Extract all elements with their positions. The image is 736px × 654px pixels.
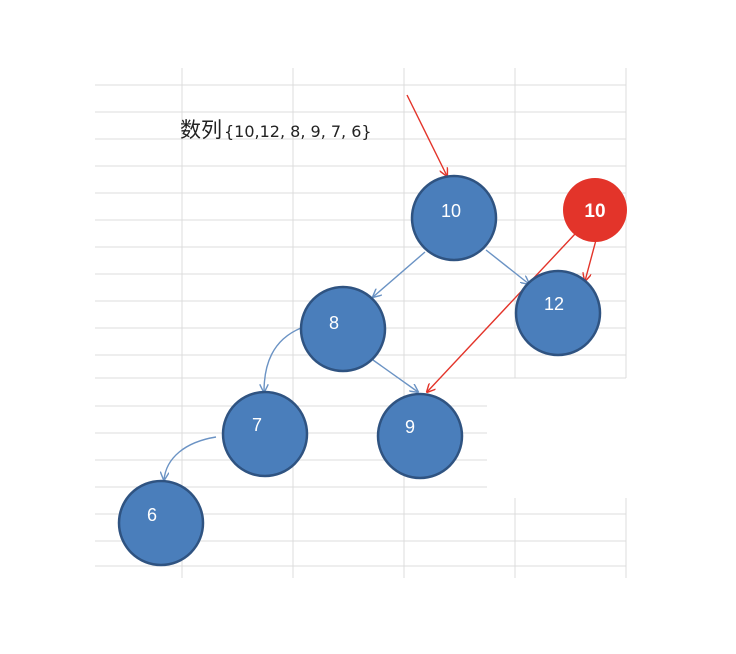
tree-node-7: 7	[221, 390, 309, 478]
sequence-values: {10,12, 8, 9, 7, 6}	[224, 122, 372, 141]
tree-node-9: 9	[376, 392, 464, 480]
edge-8-to-9	[372, 359, 418, 392]
node-label-9: 9	[405, 417, 415, 437]
tree-node-12: 12	[514, 269, 602, 357]
insert-node-label: 10	[584, 201, 605, 222]
sequence-word: 数列	[180, 118, 222, 142]
node-label-6: 6	[147, 505, 157, 525]
edge-10-to-12	[485, 249, 529, 284]
tree-node-10: 10	[410, 174, 498, 262]
node-label-10: 10	[441, 201, 461, 221]
insert-arrows	[406, 94, 597, 392]
tree-edges	[164, 249, 529, 480]
edge-10-to-8	[373, 251, 426, 297]
sequence-title: 数列 {10,12, 8, 9, 7, 6}	[180, 117, 372, 145]
node-label-7: 7	[252, 415, 262, 435]
edge-7-to-6	[164, 436, 217, 480]
node-label-8: 8	[329, 313, 339, 333]
insert-node: 10	[563, 178, 627, 242]
insert-arrow-to-root	[406, 94, 447, 176]
tree-node-8: 8	[299, 285, 387, 373]
tree-nodes: 10 12 8 9 7 6	[117, 174, 602, 567]
insert-arrow-to-12	[585, 239, 597, 281]
edge-8-to-7	[264, 327, 302, 392]
insert-arrow-to-9	[427, 233, 576, 392]
node-label-12: 12	[544, 294, 564, 314]
tree-node-6: 6	[117, 479, 205, 567]
